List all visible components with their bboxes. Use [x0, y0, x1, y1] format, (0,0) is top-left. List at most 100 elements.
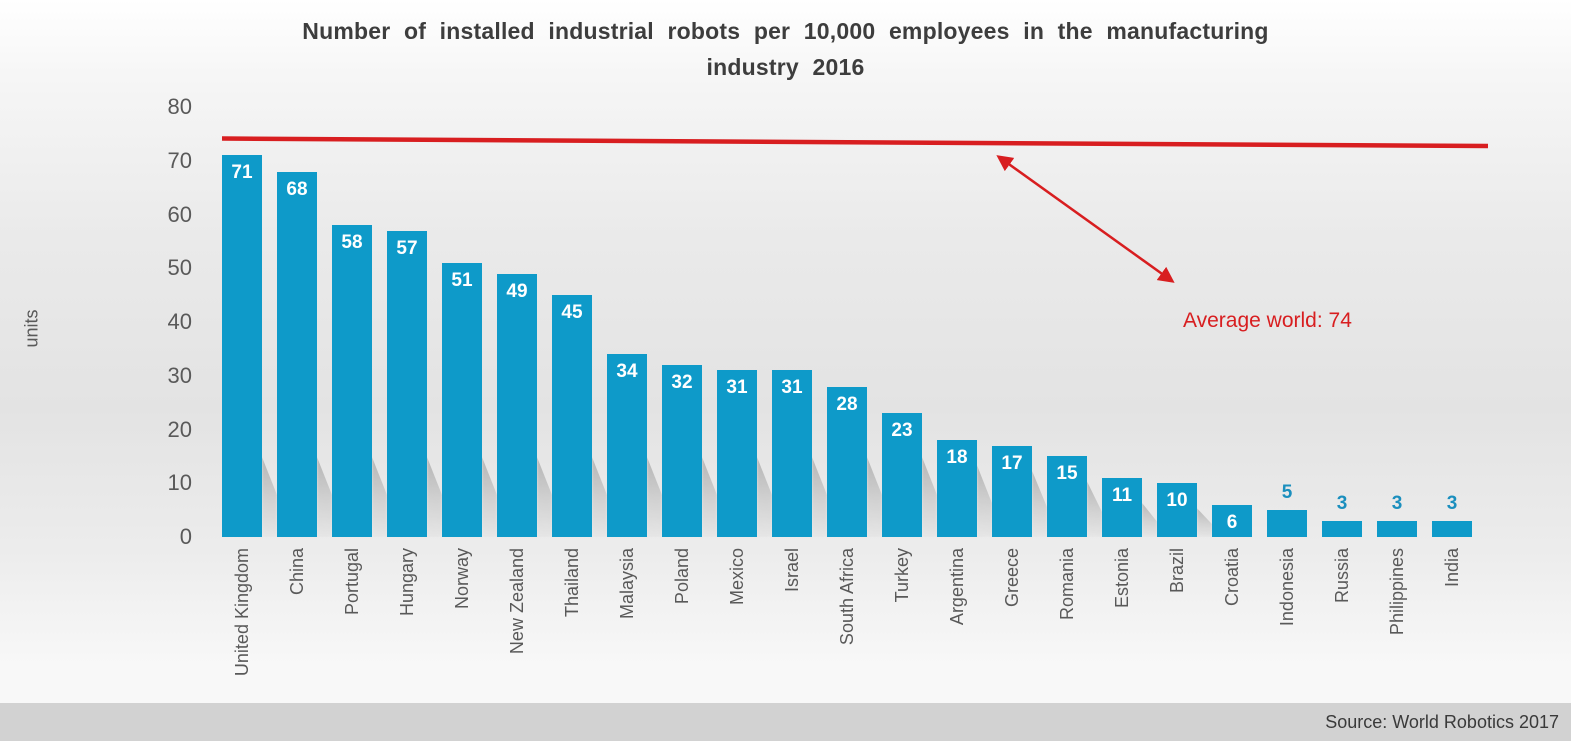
bar-value-label: 15: [1056, 463, 1078, 485]
bar-shadow: [592, 457, 607, 537]
bar: [772, 370, 812, 537]
source-band: Source: World Robotics 2017: [0, 703, 1571, 741]
bar-value-label: 3: [1446, 492, 1458, 514]
average-annotation-label: Average world: 74: [1183, 309, 1352, 332]
x-axis-category-label: Philippines: [1387, 548, 1407, 636]
x-axis-category-label: Portugal: [342, 548, 362, 616]
bar-shadow: [1197, 508, 1212, 537]
x-axis-category-label: Israel: [782, 548, 802, 593]
bar: [662, 365, 702, 537]
x-axis-category-label: Estonia: [1112, 548, 1132, 609]
bar: [442, 262, 482, 537]
y-tick-label: 60: [167, 201, 192, 227]
y-tick-label: 0: [179, 524, 192, 549]
bar: [387, 230, 427, 537]
bar: [992, 445, 1032, 537]
bar: [497, 273, 537, 537]
bar-value-label: 45: [561, 302, 583, 324]
x-axis-category-label: China: [287, 548, 307, 596]
bar-value-label: 71: [231, 162, 253, 184]
y-tick-label: 10: [167, 470, 192, 496]
bar-value-label: 32: [671, 372, 693, 393]
bar: [1267, 510, 1307, 537]
bar-value-label: 31: [781, 377, 803, 399]
bar-shadow: [647, 457, 662, 537]
bar-shadow: [812, 457, 827, 537]
bar: [717, 370, 757, 537]
bar-value-label: 3: [1336, 492, 1348, 514]
bar-shadow: [427, 457, 442, 537]
bar-value-label: 58: [341, 232, 363, 254]
x-axis-category-label: Mexico: [727, 548, 747, 606]
y-tick-label: 40: [167, 309, 192, 334]
bar-shadow: [1142, 502, 1157, 537]
bar-shadow: [757, 457, 772, 537]
x-axis-category-label: New Zealand: [507, 548, 527, 655]
bar-shadow: [317, 457, 332, 537]
x-axis-category-label: Croatia: [1222, 548, 1242, 607]
x-axis-category-label: Poland: [672, 548, 692, 605]
bar-shadow: [977, 465, 992, 537]
y-tick-label: 80: [167, 94, 192, 119]
bar-shadow: [1032, 470, 1047, 537]
bar-shadow: [867, 457, 882, 537]
bar-value-label: 23: [891, 420, 913, 442]
bar: [1432, 520, 1472, 537]
bar-shadow: [922, 457, 937, 537]
x-axis-category-label: Russia: [1332, 548, 1352, 604]
bar: [1157, 483, 1197, 537]
bar: [222, 155, 262, 537]
y-tick-label: 70: [167, 147, 192, 173]
bar-value-label: 3: [1391, 492, 1403, 514]
bar-value-label: 28: [836, 393, 858, 415]
x-axis-category-label: India: [1442, 548, 1462, 588]
x-axis-category-label: Romania: [1057, 548, 1077, 621]
bar-shadow: [1087, 481, 1102, 537]
x-axis-category-label: Greece: [1002, 548, 1022, 608]
bar-shadow: [482, 457, 497, 537]
x-axis-category-label: Turkey: [892, 548, 912, 603]
bar: [827, 386, 867, 537]
bar: [1322, 520, 1362, 537]
bar: [1047, 456, 1087, 537]
x-axis-category-label: Indonesia: [1277, 548, 1297, 627]
bar: [332, 225, 372, 537]
bar-shadow: [537, 457, 552, 537]
bar: [1377, 520, 1417, 537]
x-axis-category-label: United Kingdom: [232, 548, 252, 677]
y-tick-label: 50: [167, 255, 192, 281]
y-tick-label: 20: [167, 416, 192, 442]
bar-value-label: 10: [1166, 490, 1188, 512]
chart-title: Number of installed industrial robots pe…: [302, 18, 1269, 80]
bar-value-label: 17: [1001, 452, 1023, 474]
bar: [1102, 477, 1142, 537]
x-axis-category-label: South Africa: [837, 548, 857, 646]
bar-shadow: [702, 457, 717, 537]
y-tick-label: 30: [167, 362, 192, 388]
bar-value-label: 11: [1111, 484, 1133, 506]
bar-value-label: 57: [396, 237, 418, 259]
bar-value-label: 18: [946, 447, 968, 469]
bar-value-label: 68: [286, 178, 308, 200]
bar: [882, 413, 922, 537]
bar: [552, 295, 592, 537]
source-text: Source: World Robotics 2017: [1325, 712, 1559, 732]
bar-shadow: [372, 457, 387, 537]
bar-value-label: 6: [1226, 511, 1238, 533]
bar: [1212, 504, 1252, 537]
bar-value-label: 5: [1281, 482, 1293, 504]
bar-value-label: 49: [506, 280, 528, 302]
bar-value-label: 34: [616, 361, 638, 383]
bar: [277, 171, 317, 537]
bar-value-label: 31: [726, 377, 748, 399]
x-axis-category-label: Argentina: [947, 548, 967, 626]
x-axis-category-label: Brazil: [1167, 548, 1187, 594]
plot-area: 71 68 58 57 51 49 45 34 32 31 31 28 23 18 17 15 11 10 6 5 3 3…: [222, 155, 1472, 537]
bar-value-label: 51: [451, 269, 473, 291]
bar: [937, 440, 977, 537]
x-axis-category-label: Thailand: [562, 548, 582, 618]
x-axis-category-label: Malaysia: [617, 548, 637, 620]
x-axis-category-label: Hungary: [397, 548, 417, 617]
bar: [607, 354, 647, 537]
